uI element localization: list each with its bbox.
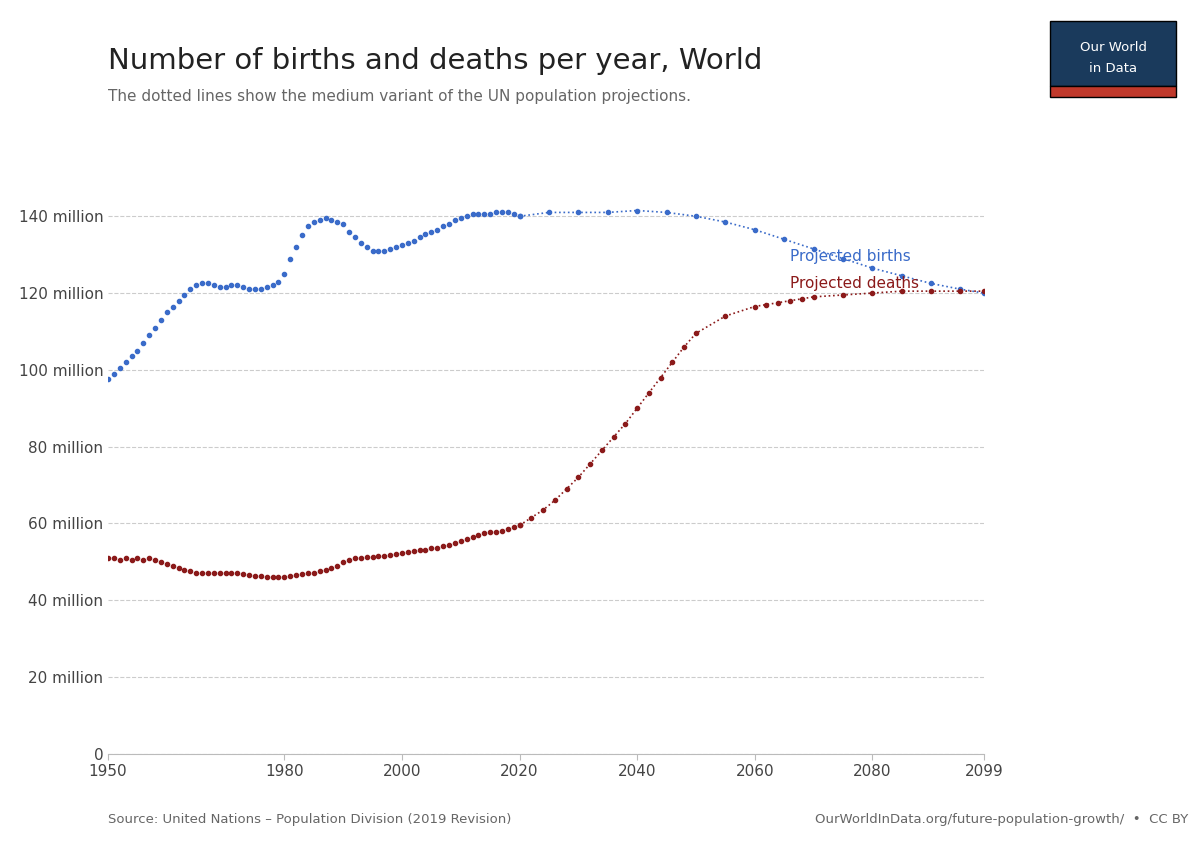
Text: Source: United Nations – Population Division (2019 Revision): Source: United Nations – Population Divi… — [108, 813, 511, 826]
FancyBboxPatch shape — [1050, 21, 1176, 86]
Text: OurWorldInData.org/future-population-growth/  •  CC BY: OurWorldInData.org/future-population-gro… — [815, 813, 1188, 826]
Text: Projected deaths: Projected deaths — [790, 276, 919, 291]
Text: The dotted lines show the medium variant of the UN population projections.: The dotted lines show the medium variant… — [108, 89, 691, 104]
Text: in Data: in Data — [1088, 62, 1138, 75]
Text: Our World: Our World — [1080, 42, 1146, 54]
Text: Projected births: Projected births — [790, 249, 911, 264]
Text: Number of births and deaths per year, World: Number of births and deaths per year, Wo… — [108, 47, 762, 75]
FancyBboxPatch shape — [1050, 86, 1176, 97]
